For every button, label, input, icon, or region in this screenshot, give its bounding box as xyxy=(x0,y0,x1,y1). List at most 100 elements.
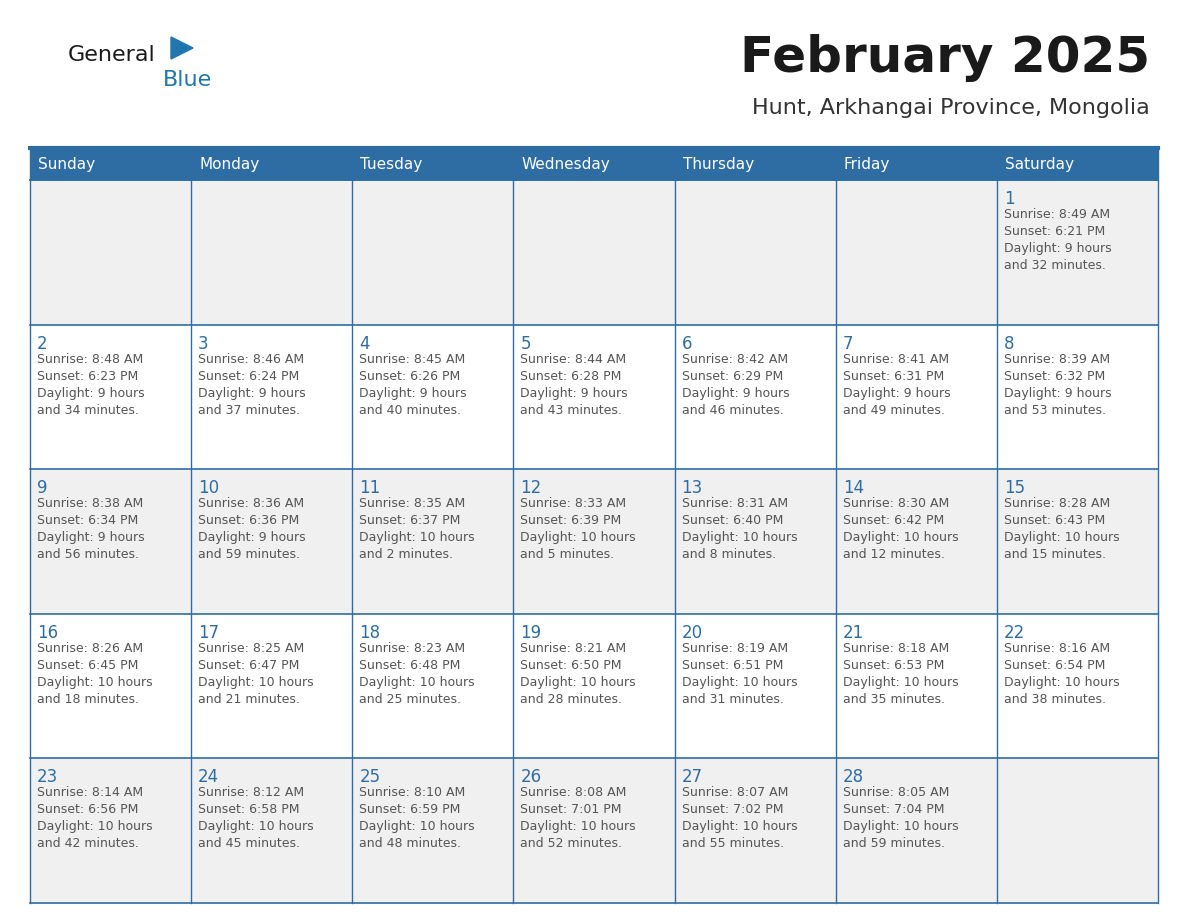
Text: and 59 minutes.: and 59 minutes. xyxy=(842,837,944,850)
Text: Daylight: 10 hours: Daylight: 10 hours xyxy=(359,821,475,834)
Text: and 35 minutes.: and 35 minutes. xyxy=(842,693,944,706)
Text: Sunrise: 8:46 AM: Sunrise: 8:46 AM xyxy=(198,353,304,365)
Text: and 18 minutes.: and 18 minutes. xyxy=(37,693,139,706)
Text: Daylight: 10 hours: Daylight: 10 hours xyxy=(520,532,636,544)
Text: Sunrise: 8:05 AM: Sunrise: 8:05 AM xyxy=(842,787,949,800)
Text: Daylight: 10 hours: Daylight: 10 hours xyxy=(198,676,314,688)
Text: and 31 minutes.: and 31 minutes. xyxy=(682,693,783,706)
Bar xyxy=(675,758,835,903)
Text: Sunrise: 8:44 AM: Sunrise: 8:44 AM xyxy=(520,353,626,365)
Text: Tuesday: Tuesday xyxy=(360,156,423,172)
Text: Sunrise: 8:31 AM: Sunrise: 8:31 AM xyxy=(682,498,788,510)
Text: 25: 25 xyxy=(359,768,380,787)
Bar xyxy=(191,148,353,180)
Text: and 40 minutes.: and 40 minutes. xyxy=(359,404,461,417)
Text: Daylight: 10 hours: Daylight: 10 hours xyxy=(842,676,959,688)
Text: Sunrise: 8:48 AM: Sunrise: 8:48 AM xyxy=(37,353,144,365)
Text: Monday: Monday xyxy=(200,156,259,172)
Text: Sunset: 6:32 PM: Sunset: 6:32 PM xyxy=(1004,370,1105,383)
Text: Daylight: 10 hours: Daylight: 10 hours xyxy=(682,821,797,834)
Text: and 25 minutes.: and 25 minutes. xyxy=(359,693,461,706)
Text: and 45 minutes.: and 45 minutes. xyxy=(198,837,301,850)
Text: 17: 17 xyxy=(198,624,220,642)
Text: Sunrise: 8:21 AM: Sunrise: 8:21 AM xyxy=(520,642,626,655)
Bar xyxy=(191,614,353,758)
Bar xyxy=(30,180,191,325)
Bar xyxy=(513,469,675,614)
Text: Sunset: 6:54 PM: Sunset: 6:54 PM xyxy=(1004,659,1105,672)
Text: 12: 12 xyxy=(520,479,542,498)
Text: General: General xyxy=(68,45,156,65)
Text: Daylight: 10 hours: Daylight: 10 hours xyxy=(842,821,959,834)
Text: and 5 minutes.: and 5 minutes. xyxy=(520,548,614,561)
Text: Sunrise: 8:35 AM: Sunrise: 8:35 AM xyxy=(359,498,466,510)
Bar xyxy=(835,148,997,180)
Text: Sunset: 6:37 PM: Sunset: 6:37 PM xyxy=(359,514,461,527)
Text: 13: 13 xyxy=(682,479,703,498)
Bar xyxy=(191,469,353,614)
Text: and 56 minutes.: and 56 minutes. xyxy=(37,548,139,561)
Text: Daylight: 9 hours: Daylight: 9 hours xyxy=(1004,242,1112,255)
Text: and 49 minutes.: and 49 minutes. xyxy=(842,404,944,417)
Bar xyxy=(835,758,997,903)
Text: Sunset: 6:36 PM: Sunset: 6:36 PM xyxy=(198,514,299,527)
Text: Daylight: 10 hours: Daylight: 10 hours xyxy=(198,821,314,834)
Text: 8: 8 xyxy=(1004,334,1015,353)
Text: 14: 14 xyxy=(842,479,864,498)
Text: 28: 28 xyxy=(842,768,864,787)
Text: Daylight: 10 hours: Daylight: 10 hours xyxy=(520,676,636,688)
Text: Sunrise: 8:26 AM: Sunrise: 8:26 AM xyxy=(37,642,143,655)
Text: Sunrise: 8:12 AM: Sunrise: 8:12 AM xyxy=(198,787,304,800)
Text: Sunrise: 8:28 AM: Sunrise: 8:28 AM xyxy=(1004,498,1110,510)
Text: Sunset: 6:59 PM: Sunset: 6:59 PM xyxy=(359,803,461,816)
Text: Sunset: 7:01 PM: Sunset: 7:01 PM xyxy=(520,803,623,816)
Text: Sunset: 6:34 PM: Sunset: 6:34 PM xyxy=(37,514,138,527)
Text: Sunrise: 8:23 AM: Sunrise: 8:23 AM xyxy=(359,642,466,655)
Text: and 46 minutes.: and 46 minutes. xyxy=(682,404,783,417)
Text: 22: 22 xyxy=(1004,624,1025,642)
Bar xyxy=(353,614,513,758)
Bar xyxy=(191,180,353,325)
Text: and 34 minutes.: and 34 minutes. xyxy=(37,404,139,417)
Bar xyxy=(30,325,191,469)
Text: 1: 1 xyxy=(1004,190,1015,208)
Bar xyxy=(191,325,353,469)
Text: and 48 minutes.: and 48 minutes. xyxy=(359,837,461,850)
Text: Sunset: 6:29 PM: Sunset: 6:29 PM xyxy=(682,370,783,383)
Bar xyxy=(191,758,353,903)
Bar xyxy=(353,148,513,180)
Text: 27: 27 xyxy=(682,768,702,787)
Text: 18: 18 xyxy=(359,624,380,642)
Text: Sunset: 7:04 PM: Sunset: 7:04 PM xyxy=(842,803,944,816)
Text: 19: 19 xyxy=(520,624,542,642)
Bar xyxy=(30,614,191,758)
Bar xyxy=(513,614,675,758)
Text: Daylight: 10 hours: Daylight: 10 hours xyxy=(520,821,636,834)
Text: Sunrise: 8:38 AM: Sunrise: 8:38 AM xyxy=(37,498,144,510)
Text: Daylight: 10 hours: Daylight: 10 hours xyxy=(37,821,152,834)
Text: Sunrise: 8:42 AM: Sunrise: 8:42 AM xyxy=(682,353,788,365)
Text: Sunset: 6:58 PM: Sunset: 6:58 PM xyxy=(198,803,299,816)
Bar xyxy=(30,469,191,614)
Bar xyxy=(835,469,997,614)
Text: 3: 3 xyxy=(198,334,209,353)
Bar xyxy=(997,325,1158,469)
Bar xyxy=(997,614,1158,758)
Text: 24: 24 xyxy=(198,768,220,787)
Text: Sunset: 6:42 PM: Sunset: 6:42 PM xyxy=(842,514,944,527)
Text: 9: 9 xyxy=(37,479,48,498)
Text: Sunrise: 8:16 AM: Sunrise: 8:16 AM xyxy=(1004,642,1110,655)
Text: and 59 minutes.: and 59 minutes. xyxy=(198,548,301,561)
Text: Sunset: 6:23 PM: Sunset: 6:23 PM xyxy=(37,370,138,383)
Text: and 15 minutes.: and 15 minutes. xyxy=(1004,548,1106,561)
Text: Sunset: 6:24 PM: Sunset: 6:24 PM xyxy=(198,370,299,383)
Text: Daylight: 9 hours: Daylight: 9 hours xyxy=(198,386,305,399)
Text: and 42 minutes.: and 42 minutes. xyxy=(37,837,139,850)
Bar xyxy=(353,758,513,903)
Bar xyxy=(675,180,835,325)
Text: 4: 4 xyxy=(359,334,369,353)
Text: Sunset: 6:53 PM: Sunset: 6:53 PM xyxy=(842,659,944,672)
Bar xyxy=(675,148,835,180)
Text: Sunset: 6:50 PM: Sunset: 6:50 PM xyxy=(520,659,623,672)
Text: Sunset: 6:31 PM: Sunset: 6:31 PM xyxy=(842,370,944,383)
